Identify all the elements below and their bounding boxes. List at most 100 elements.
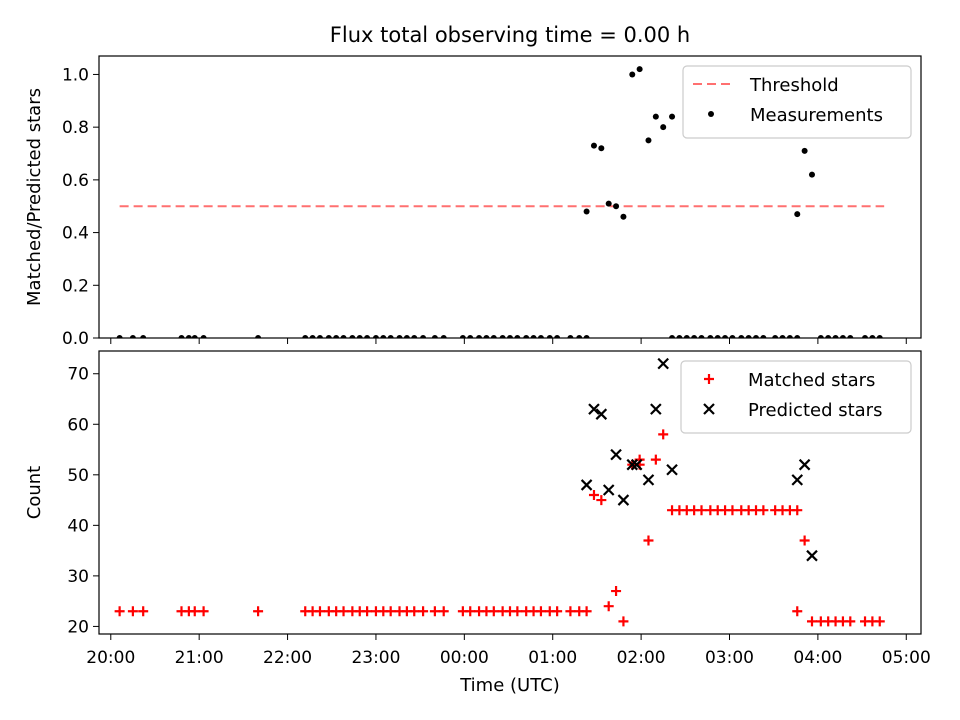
measurement-point	[801, 147, 808, 154]
matched-point	[418, 606, 429, 617]
y-tick-label: 0.6	[62, 171, 89, 191]
matched-point	[727, 505, 738, 516]
matched-point	[845, 616, 856, 627]
x-tick-label: 05:00	[882, 648, 931, 668]
y-tick-label: 40	[67, 516, 89, 536]
x-tick-label: 23:00	[351, 648, 400, 668]
measurement-point	[440, 335, 447, 338]
y-tick-label: 30	[67, 567, 89, 587]
bottom-axes-frame	[98, 350, 922, 635]
legend-box	[682, 65, 912, 139]
x-tick-label: 01:00	[528, 648, 577, 668]
measurement-point	[483, 335, 490, 338]
measurement-point	[738, 335, 745, 338]
matched-point	[565, 606, 576, 617]
measurement-point	[660, 124, 667, 131]
measurement-point	[862, 335, 869, 338]
legend-label: Matched stars	[748, 370, 875, 391]
measurement-point	[349, 335, 356, 338]
measurement-point	[760, 335, 767, 338]
matched-point	[338, 606, 349, 617]
measurement-point	[467, 335, 474, 338]
measurement-point	[825, 335, 832, 338]
measurement-point	[583, 208, 590, 215]
measurement-point	[255, 335, 262, 338]
measurement-point	[808, 171, 815, 178]
measurement-point	[714, 335, 721, 338]
measurement-point	[372, 335, 379, 338]
measurement-point	[340, 335, 347, 338]
bottom-plot-area	[114, 357, 885, 627]
measurement-point	[652, 113, 659, 120]
measurement-point	[499, 335, 506, 338]
matched-point	[552, 606, 563, 617]
measurement-point	[554, 335, 561, 338]
measurement-point	[669, 335, 676, 338]
measurement-point	[583, 335, 590, 338]
measurement-point	[707, 335, 714, 338]
matched-point	[535, 606, 546, 617]
measurement-point	[387, 335, 394, 338]
matched-point	[385, 606, 396, 617]
matched-point	[792, 505, 803, 516]
measurement-point	[140, 335, 147, 338]
x-tick-label: 21:00	[175, 648, 224, 668]
measurement-point	[530, 335, 537, 338]
predicted-point	[595, 408, 608, 420]
matched-point	[618, 616, 629, 627]
matched-point	[138, 606, 149, 617]
legend-predicted-swatch	[703, 403, 715, 415]
legend: Threshold Measurements	[682, 65, 912, 139]
matched-point	[581, 606, 592, 617]
measurement-point	[869, 335, 876, 338]
measurement-point	[309, 335, 316, 338]
matched-point	[127, 606, 138, 617]
y-tick-label: 0.8	[62, 118, 89, 138]
measurement-point	[745, 335, 752, 338]
matched-point	[806, 616, 817, 627]
predicted-point	[630, 458, 643, 471]
y-axis-label: Count	[24, 466, 45, 519]
measurement-point	[129, 335, 136, 338]
y-tick-label: 0.0	[62, 329, 89, 349]
measurement-point	[832, 335, 839, 338]
measurement-point	[590, 142, 597, 149]
predicted-point	[791, 474, 804, 486]
measurement-point	[380, 335, 387, 338]
x-tick-label: 22:00	[263, 648, 312, 668]
measurement-point	[116, 335, 123, 338]
measurement-point	[333, 335, 340, 338]
x-axis-label: Time (UTC)	[459, 675, 560, 696]
measurement-point	[356, 335, 363, 338]
legend-box	[680, 360, 912, 434]
measurement-point	[576, 335, 583, 338]
matched-point	[650, 454, 661, 465]
matched-point	[253, 606, 264, 617]
figure-title: Flux total observing time = 0.00 h	[330, 23, 690, 47]
bottom-panel: 20 30 40 50 60 70 20:00 21:00 22:00 23:00 00:00 01:…	[24, 350, 931, 668]
measurement-point	[523, 335, 530, 338]
matched-point	[198, 606, 209, 617]
measurement-point	[476, 335, 483, 338]
matched-point	[314, 606, 325, 617]
y-tick-label: 60	[67, 415, 89, 435]
measurement-point	[567, 335, 574, 338]
series-predicted-stars	[580, 357, 818, 562]
y-tick-label: 1.0	[62, 65, 89, 85]
matched-point	[362, 606, 373, 617]
predicted-point	[610, 448, 622, 461]
measurement-point	[302, 335, 309, 338]
legend-label: Predicted stars	[748, 400, 882, 421]
x-tick-label: 00:00	[440, 648, 489, 668]
measurement-point	[364, 335, 371, 338]
measurement-point	[459, 335, 466, 338]
series-matched-stars	[114, 429, 885, 627]
matched-point	[874, 616, 885, 627]
measurement-point	[676, 335, 683, 338]
measurement-point	[546, 335, 553, 338]
y-tick-label: 50	[67, 466, 89, 486]
x-tick-label: 02:00	[617, 648, 666, 668]
y-tick-label: 20	[67, 617, 89, 637]
measurement-point	[514, 335, 521, 338]
predicted-point	[580, 479, 593, 491]
